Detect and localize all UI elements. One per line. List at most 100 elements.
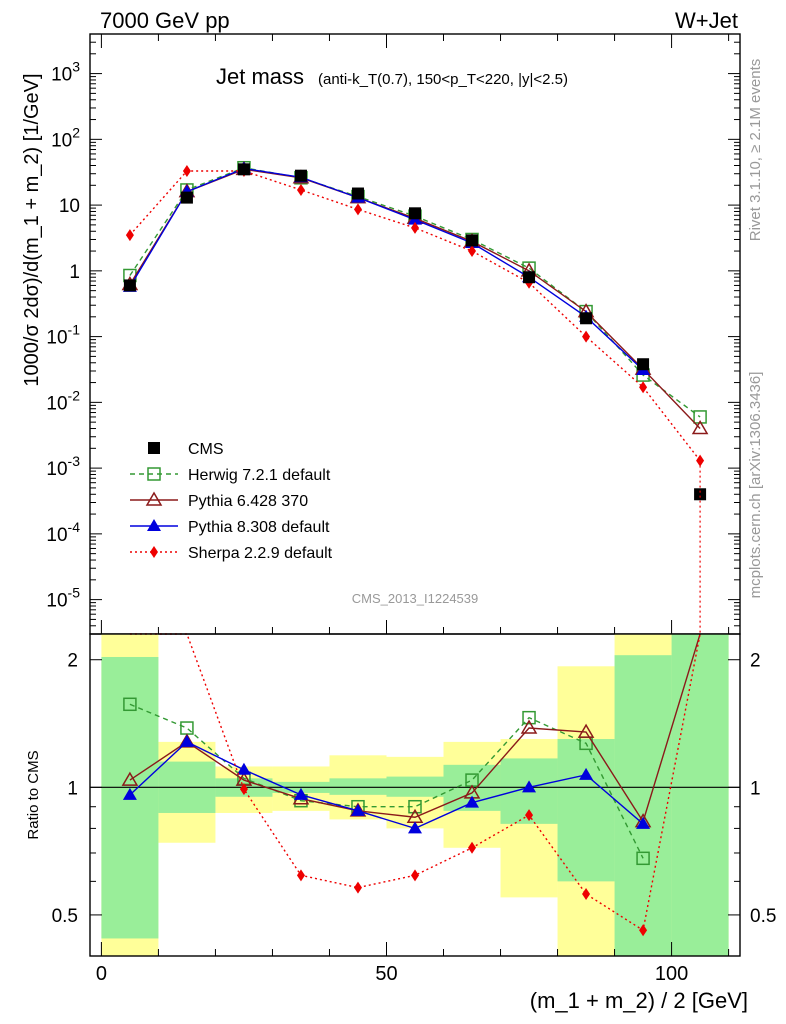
data-point [182, 165, 191, 178]
data-point [296, 183, 305, 196]
ratio-tick-label-right: 1 [750, 778, 761, 799]
data-point [580, 312, 593, 325]
ratio-line [129, 741, 644, 830]
ratio-point [411, 869, 419, 882]
green-band [386, 776, 444, 797]
data-point [523, 271, 536, 284]
data-point [582, 330, 591, 343]
ratio-point [522, 710, 536, 725]
x-ticks: 0 50 100 [96, 34, 730, 985]
ratio-point [468, 841, 477, 854]
ratio-panel: 0.5 0.5 1 1 2 2 [52, 633, 776, 957]
main-y-ticks: 10-5 10-4 10-3 10-2 10-1 1 10 102 103 [46, 33, 740, 635]
ratio-point [122, 787, 137, 800]
ratio-point [522, 780, 537, 793]
ratio-line [129, 703, 644, 859]
y-tick-label: 1 [69, 262, 80, 283]
x-tick-label: 50 [375, 963, 397, 985]
legend-label: Pythia 6.428 370 [188, 493, 308, 510]
ratio-tick-label: 1 [67, 778, 78, 799]
ratio-tick-label-right: 0.5 [750, 906, 776, 927]
legend-label: Pythia 8.308 default [188, 519, 330, 536]
data-point [468, 245, 477, 258]
ratio-frame [89, 633, 741, 957]
ratio-point [636, 816, 651, 829]
ratio-point [236, 762, 251, 775]
legend-marker [147, 467, 161, 481]
data-point [180, 191, 193, 204]
mcplots-label: mcplots.cern.ch [arXiv:1306.3436] [747, 372, 764, 599]
legend-label: Sherpa 2.2.9 default [188, 545, 333, 562]
ratio-tick-label-right: 2 [750, 651, 761, 672]
y-axis-label: 1000/σ 2dσ)/d(m_1 + m_2) [1/GeV] [21, 73, 43, 386]
green-band [614, 655, 672, 956]
main-panel: 10-5 10-4 10-3 10-2 10-1 1 10 102 103 [46, 33, 741, 635]
y-tick-label: 10-2 [46, 387, 80, 414]
ratio-point [123, 697, 137, 712]
ratio-point [408, 821, 422, 834]
green-band [329, 778, 387, 795]
main-series [121, 160, 709, 634]
ratio-point [293, 787, 308, 800]
green-band [557, 739, 615, 882]
data-point [637, 358, 650, 371]
data-point [466, 234, 479, 247]
rivet-label: Rivet 3.1.10, ≥ 2.1M events [747, 59, 764, 242]
ratio-series [121, 633, 701, 937]
data-point [639, 381, 648, 394]
legend-label: CMS [188, 441, 224, 458]
legend-marker [145, 491, 163, 506]
y-tick-label: 10 [59, 196, 80, 217]
header-right: W+Jet [675, 8, 738, 33]
y-tick-label: 102 [51, 124, 80, 151]
x-tick-label: 0 [96, 963, 107, 985]
ratio-point [121, 771, 139, 786]
ratio-line [129, 633, 701, 932]
y-tick-label: 10-5 [46, 585, 80, 612]
data-point [691, 420, 709, 435]
ratio-point [582, 888, 591, 901]
legend: CMS Herwig 7.2.1 default Pythia 6.428 370 P… [130, 441, 333, 562]
data-point [123, 279, 136, 292]
data-point [409, 207, 421, 220]
ratio-point [353, 881, 362, 894]
ratio-tick-label: 0.5 [52, 906, 78, 927]
ratio-point [579, 767, 594, 780]
y-tick-label: 10-3 [46, 453, 80, 480]
ratio-tick-label: 2 [67, 651, 78, 672]
ratio-point [577, 723, 595, 738]
chart-subtitle: (anti-k_T(0.7), 150<p_T<220, |y|<2.5) [318, 71, 568, 88]
y-tick-label: 10-4 [46, 519, 80, 546]
ratio-point [296, 869, 305, 882]
ratio-point [465, 795, 480, 808]
ratio-line [129, 633, 701, 824]
ratio-bands [90, 634, 740, 956]
ratio-point [520, 719, 538, 734]
ratio-point [525, 809, 534, 822]
header-left: 7000 GeV pp [100, 8, 230, 33]
ratio-point [636, 851, 650, 866]
data-point [353, 203, 362, 216]
data-point [294, 169, 307, 182]
y-tick-label: 103 [51, 59, 80, 86]
ratio-axis-label: Ratio to CMS [25, 750, 42, 839]
ratio-point [350, 803, 365, 816]
ratio-point [408, 799, 422, 814]
x-axis-label: (m_1 + m_2) / 2 [GeV] [530, 988, 748, 1013]
green-band [671, 634, 729, 956]
ratio-point [239, 783, 248, 796]
x-tick-label: 100 [655, 963, 688, 985]
series-line [129, 167, 644, 371]
ratio-point [639, 924, 648, 937]
y-tick-label: 10-1 [46, 322, 80, 349]
legend-marker [150, 546, 158, 558]
data-point [351, 187, 364, 200]
chart-title: Jet mass [216, 64, 304, 89]
data-point [411, 221, 419, 234]
legend-marker [147, 519, 161, 531]
data-point [125, 229, 134, 242]
legend-marker [148, 442, 160, 454]
legend-label: Herwig 7.2.1 default [188, 467, 331, 484]
data-point [694, 488, 707, 501]
